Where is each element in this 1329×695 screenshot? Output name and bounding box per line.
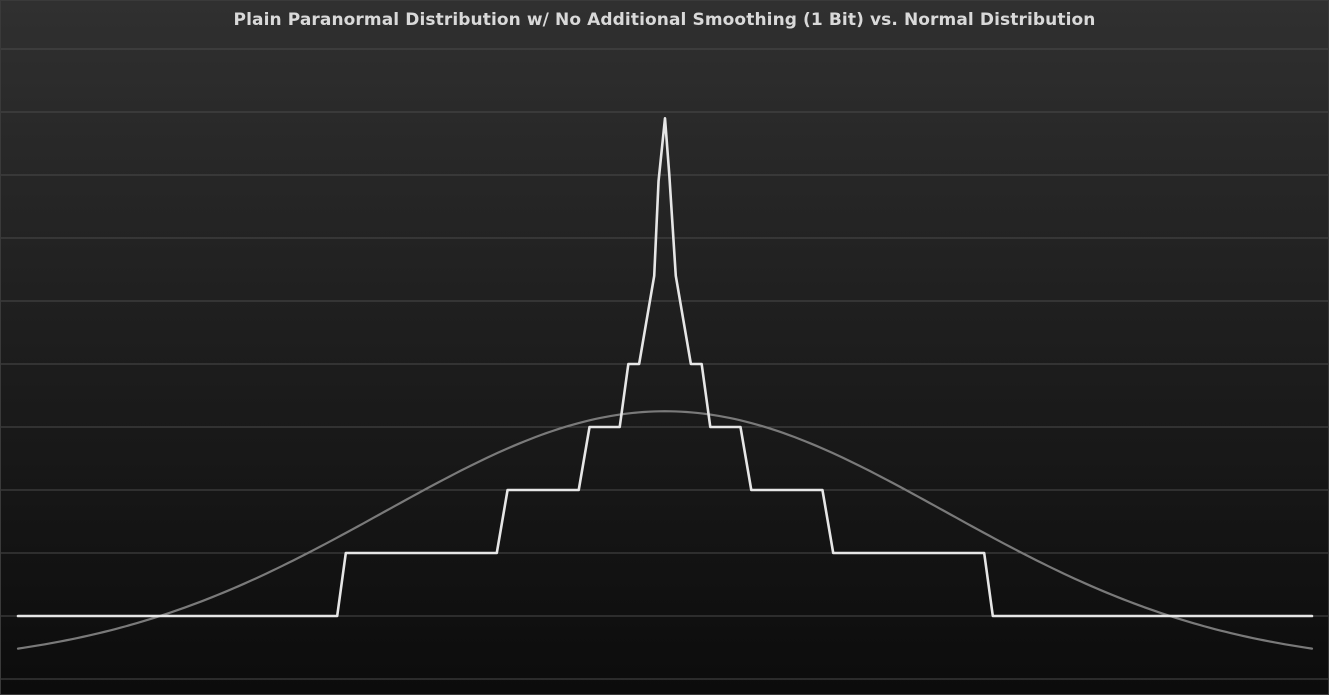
- paranormal-series-line: [16, 117, 1314, 618]
- normal-series-line: [16, 410, 1314, 650]
- chart-title: Plain Paranormal Distribution w/ No Addi…: [233, 10, 1096, 30]
- grid-layer: [1, 48, 1328, 680]
- series-layer: [16, 117, 1314, 650]
